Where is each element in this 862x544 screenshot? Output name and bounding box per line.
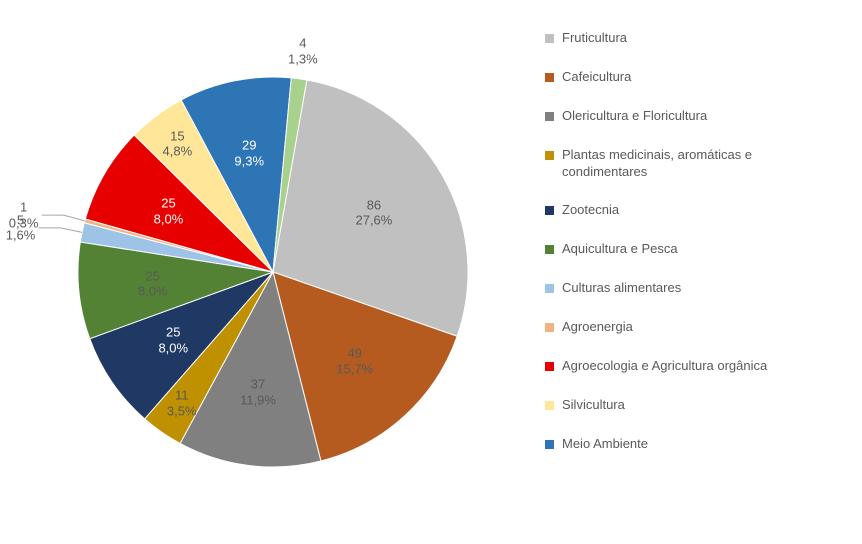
legend-swatch — [545, 73, 554, 82]
legend-item: Zootecnia — [545, 202, 845, 219]
legend-swatch — [545, 112, 554, 121]
legend-item: Silvicultura — [545, 397, 845, 414]
legend-swatch — [545, 284, 554, 293]
legend-item: Olericultura e Floricultura — [545, 108, 845, 125]
legend-label: Silvicultura — [562, 397, 625, 414]
legend-swatch — [545, 245, 554, 254]
legend-item: Meio Ambiente — [545, 436, 845, 453]
legend-swatch — [545, 323, 554, 332]
legend-label: Olericultura e Floricultura — [562, 108, 707, 125]
chart-container: Fruticultura Cafeicultura Olericultura e F… — [0, 0, 862, 544]
legend-label: Culturas alimentares — [562, 280, 681, 297]
leader-line — [39, 228, 83, 232]
legend-item: Aquicultura e Pesca — [545, 241, 845, 258]
legend-item: Agroecologia e Agricultura orgânica — [545, 358, 845, 375]
legend-label: Meio Ambiente — [562, 436, 648, 453]
legend-item: Culturas alimentares — [545, 280, 845, 297]
legend-label: Agroenergia — [562, 319, 633, 336]
legend-label: Cafeicultura — [562, 69, 631, 86]
legend-item: Fruticultura — [545, 30, 845, 47]
legend-swatch — [545, 440, 554, 449]
legend-swatch — [545, 401, 554, 410]
legend-swatch — [545, 206, 554, 215]
legend-swatch — [545, 362, 554, 371]
legend-label: Fruticultura — [562, 30, 627, 47]
legend-swatch — [545, 151, 554, 160]
legend-label: Agroecologia e Agricultura orgânica — [562, 358, 767, 375]
legend-item: Agroenergia — [545, 319, 845, 336]
legend-label: Zootecnia — [562, 202, 619, 219]
legend-label: Aquicultura e Pesca — [562, 241, 678, 258]
legend: Fruticultura Cafeicultura Olericultura e F… — [545, 30, 845, 475]
leader-line — [42, 215, 85, 221]
legend-item: Plantas medicinais, aromáticas e condime… — [545, 147, 845, 181]
legend-label: Plantas medicinais, aromáticas e condime… — [562, 147, 812, 181]
legend-swatch — [545, 34, 554, 43]
legend-item: Cafeicultura — [545, 69, 845, 86]
